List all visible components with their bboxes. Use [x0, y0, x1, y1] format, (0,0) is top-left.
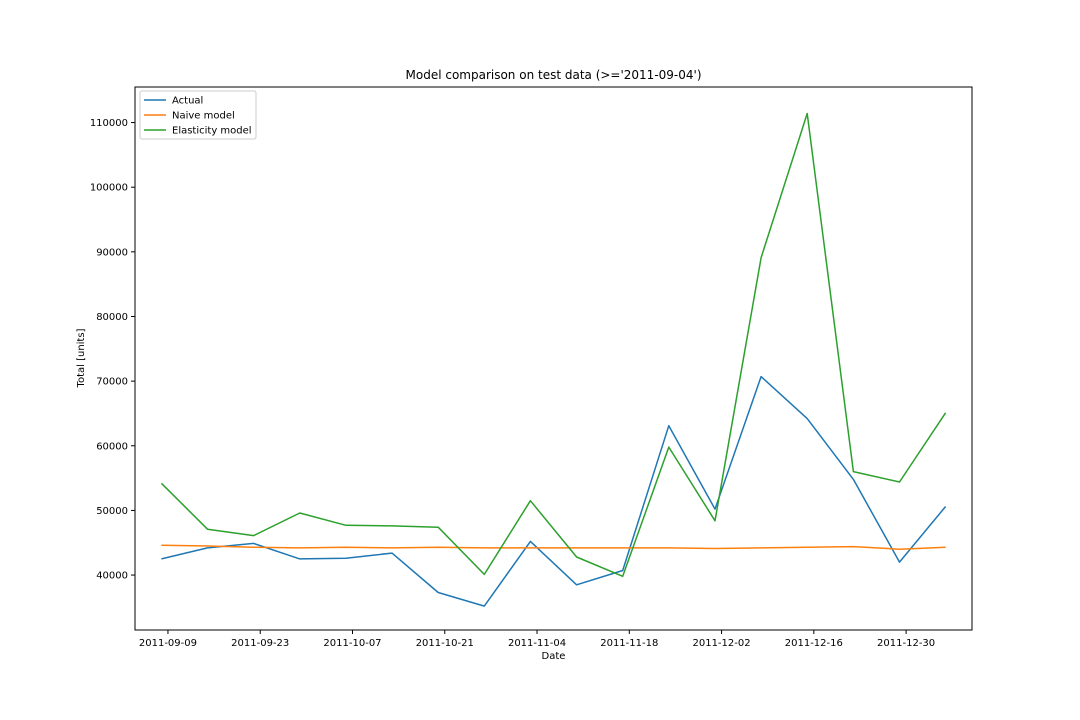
y-tick-label: 90000 [96, 247, 128, 258]
y-tick-label: 40000 [96, 571, 128, 582]
y-axis-ticks: 40000 50000 60000 70000 80000 90000 100000 1100… [90, 118, 135, 582]
legend-box [139, 90, 257, 140]
y-tick-label: 110000 [90, 118, 128, 129]
legend: Actual Naive model Elasticity model [139, 90, 257, 140]
x-tick-label: 2011-10-07 [323, 638, 381, 649]
y-tick-label: 70000 [96, 377, 128, 388]
y-tick-label: 50000 [96, 506, 128, 517]
x-tick-label: 2011-12-16 [785, 638, 843, 649]
x-axis-label: Date [542, 651, 566, 662]
y-tick-label: 80000 [96, 312, 128, 323]
x-tick-label: 2011-09-09 [139, 638, 197, 649]
x-tick-label: 2011-09-23 [231, 638, 289, 649]
x-tick-label: 2011-12-30 [877, 638, 935, 649]
y-tick-label: 100000 [90, 183, 128, 194]
chart-title: Model comparison on test data (>='2011-0… [406, 68, 702, 82]
y-axis-label: Total [units] [76, 328, 87, 388]
series-line-3 [160, 112, 947, 578]
x-tick-label: 2011-10-21 [416, 638, 474, 649]
plot-frame [134, 86, 973, 631]
x-axis-ticks: 2011-09-09 2011-09-23 2011-10-07 2011-10-21… [139, 630, 935, 649]
series-line-2 [161, 544, 946, 550]
legend-label-3: Elasticity model [172, 126, 252, 137]
legend-label-1: Actual [172, 96, 203, 107]
y-tick-label: 60000 [96, 441, 128, 452]
series-line-1 [161, 375, 947, 607]
series-layer [160, 112, 947, 607]
x-tick-label: 2011-12-02 [692, 638, 750, 649]
x-tick-label: 2011-11-04 [508, 638, 566, 649]
x-tick-label: 2011-11-18 [600, 638, 658, 649]
legend-label-2: Naive model [172, 111, 235, 122]
